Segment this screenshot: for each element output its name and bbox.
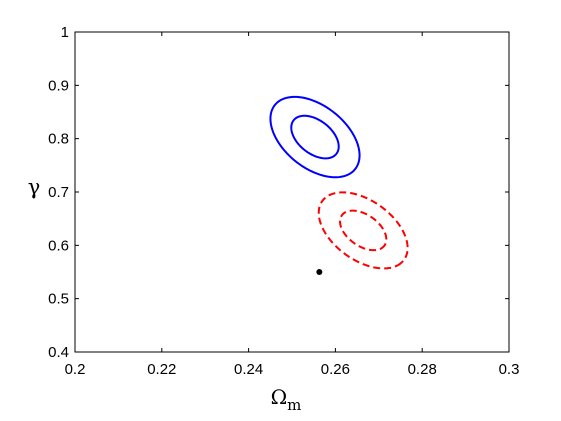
y-tick-label: 0.6 xyxy=(48,237,69,254)
x-axis-label-subscript: m xyxy=(287,396,301,414)
plot-area xyxy=(75,32,509,352)
x-tick-label: 0.26 xyxy=(321,361,350,378)
points-layer xyxy=(316,269,323,275)
x-tick-label: 0.24 xyxy=(234,361,263,378)
contours-layer xyxy=(269,95,409,270)
y-tick-label: 0.9 xyxy=(48,77,69,94)
y-tick-label: 0.8 xyxy=(48,131,69,148)
data-point xyxy=(316,269,323,275)
y-tick-label: 0.4 xyxy=(48,344,69,361)
y-tick-label: 0.5 xyxy=(48,291,69,308)
ticks-layer: 0.2 0.22 0.24 0.26 0.28 0.3 0.4 0.5 0.6 0.7 0.8 0.9… xyxy=(48,24,519,378)
red-dashed-outer-contour xyxy=(317,191,409,270)
blue-solid-outer-contour xyxy=(269,95,361,179)
y-tick-label: 0.7 xyxy=(48,184,69,201)
x-tick-label: 0.3 xyxy=(499,361,520,378)
blue-solid-inner-contour xyxy=(290,114,340,160)
red-dashed-inner-contour xyxy=(339,209,388,252)
x-axis-label: Ωm xyxy=(271,385,302,414)
x-tick-label: 0.2 xyxy=(65,361,86,378)
x-axis-label-main: Ω xyxy=(271,385,288,409)
x-tick-label: 0.22 xyxy=(147,361,176,378)
y-axis-label: γ xyxy=(28,175,41,199)
x-tick-label: 0.28 xyxy=(408,361,437,378)
y-tick-label: 1 xyxy=(61,24,69,41)
